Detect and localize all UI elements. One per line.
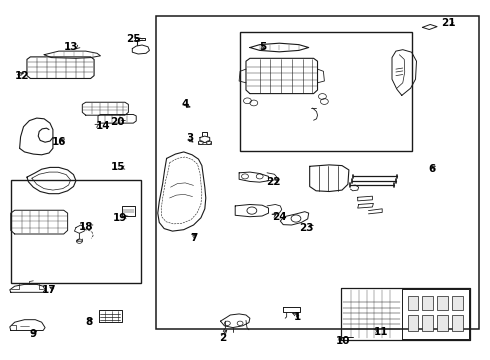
- Text: 9: 9: [29, 329, 37, 339]
- Bar: [156, 16, 479, 329]
- Text: 14: 14: [96, 121, 110, 131]
- Text: 13: 13: [64, 42, 78, 52]
- Text: 24: 24: [272, 212, 287, 222]
- Text: 12: 12: [15, 71, 29, 81]
- Text: 18: 18: [78, 222, 93, 232]
- Bar: [408, 315, 418, 331]
- Text: 2: 2: [220, 333, 227, 343]
- Text: 10: 10: [336, 336, 350, 346]
- Text: 5: 5: [259, 42, 266, 52]
- Text: 8: 8: [86, 317, 93, 327]
- Text: 23: 23: [299, 222, 314, 233]
- Text: 22: 22: [266, 177, 280, 187]
- Text: 7: 7: [190, 233, 197, 243]
- Bar: [452, 315, 463, 331]
- Text: 1: 1: [294, 312, 301, 322]
- Text: 21: 21: [441, 18, 456, 28]
- Text: 16: 16: [51, 137, 66, 147]
- Bar: [422, 315, 433, 331]
- Bar: [240, 32, 412, 151]
- Text: 6: 6: [429, 164, 436, 174]
- Text: 19: 19: [113, 213, 127, 223]
- Bar: [408, 296, 418, 310]
- Text: 17: 17: [42, 285, 56, 295]
- Text: 11: 11: [373, 327, 388, 337]
- Bar: [422, 296, 433, 310]
- Bar: [437, 315, 448, 331]
- Text: 3: 3: [186, 132, 194, 143]
- Bar: [452, 296, 463, 310]
- Text: 20: 20: [110, 117, 125, 127]
- Bar: [437, 296, 448, 310]
- Text: 15: 15: [110, 162, 125, 172]
- Text: 25: 25: [126, 34, 141, 44]
- Text: 4: 4: [181, 99, 189, 109]
- Bar: [11, 180, 141, 283]
